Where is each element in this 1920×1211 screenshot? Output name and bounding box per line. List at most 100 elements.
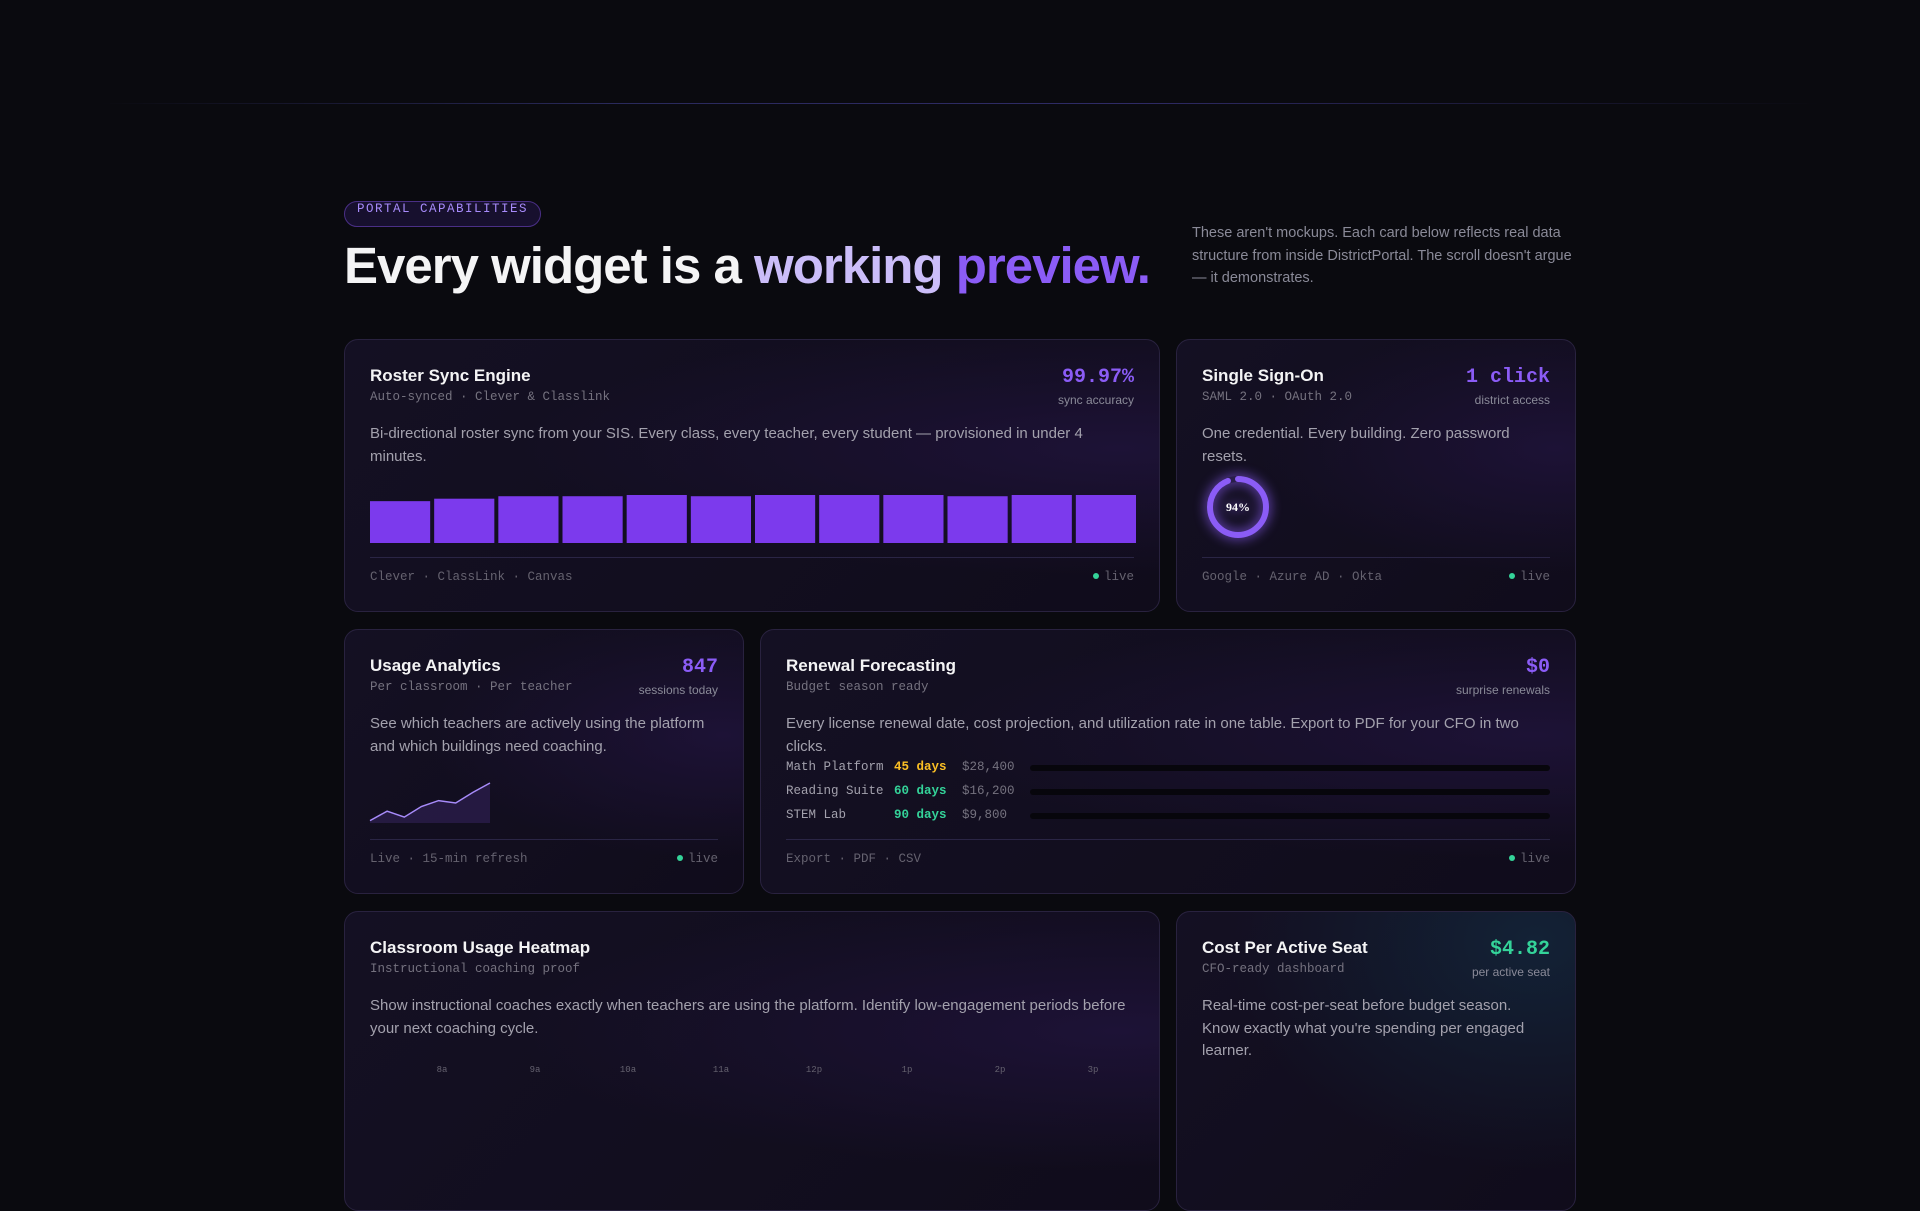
card-footer: Export · PDF · CSV live xyxy=(786,839,1550,893)
status-text: live xyxy=(687,852,718,866)
metric-label: surprise renewals xyxy=(1455,683,1550,697)
bar xyxy=(819,495,880,543)
sparkline-area xyxy=(370,783,490,823)
hour-label: 11a xyxy=(712,1065,730,1075)
card: Roster Sync Engine Auto-synced · Clever &… xyxy=(344,339,1160,612)
renewal-product: Math Platform xyxy=(786,760,884,774)
divider xyxy=(100,103,1820,104)
card-footer: Live · 15-min refresh live xyxy=(370,839,718,893)
renewal-amount: $28,400 xyxy=(962,760,1015,774)
status-dot xyxy=(1508,573,1515,579)
card: Cost Per Active Seat CFO-ready dashboard $… xyxy=(1176,911,1576,1211)
status-text: live xyxy=(1519,570,1550,584)
card-title: Usage Analytics xyxy=(370,656,501,675)
hour-label: 2p xyxy=(994,1065,1006,1075)
headline-accent: working xyxy=(754,237,944,294)
status-indicator: live xyxy=(1508,570,1550,584)
metric-label: sync accuracy xyxy=(1057,393,1134,407)
card-title: Single Sign-On xyxy=(1202,366,1324,385)
headline-lead: Every widget is a xyxy=(344,237,742,294)
bar xyxy=(562,496,623,543)
donut-arc xyxy=(1207,476,1269,538)
card-subtitle: Instructional coaching proof xyxy=(370,962,581,976)
renewal-row: Reading Suite 60 days $16,200 xyxy=(786,784,1550,802)
bar xyxy=(434,498,495,543)
sparkline xyxy=(369,782,491,823)
card-description: Every license renewal date, cost project… xyxy=(786,715,1519,755)
card: Single Sign-On SAML 2.0 · OAuth 2.0 1 clic… xyxy=(1176,339,1576,612)
card-description: Bi-directional roster sync from your SIS… xyxy=(370,425,1083,465)
hour-label: 8a xyxy=(436,1065,448,1075)
card-title: Classroom Usage Heatmap xyxy=(370,938,591,957)
card-description: Real-time cost-per-seat before budget se… xyxy=(1202,997,1525,1059)
renewal-row: Math Platform 45 days $28,400 xyxy=(786,760,1550,778)
bar-chart xyxy=(370,495,1136,543)
bar xyxy=(498,496,559,543)
footer-sources: Live · 15-min refresh xyxy=(370,852,528,866)
hour-label: 12p xyxy=(805,1065,823,1075)
renewal-track xyxy=(1030,813,1550,819)
status-dot xyxy=(1508,855,1515,861)
page-body: PORTAL CAPABILITIES Every widget is a wo… xyxy=(100,103,1820,1211)
status-dot xyxy=(1092,573,1099,579)
renewal-amount: $16,200 xyxy=(962,784,1015,798)
bar xyxy=(883,495,944,543)
card-title: Renewal Forecasting xyxy=(786,656,957,675)
card-description: Show instructional coaches exactly when … xyxy=(370,997,1126,1037)
card-footer: Clever · ClassLink · Canvas live xyxy=(370,557,1134,611)
card: Renewal Forecasting Budget season ready $0… xyxy=(760,629,1576,894)
card-subtitle: Auto-synced · Clever & Classlink xyxy=(370,390,611,404)
headline-accent: preview. xyxy=(955,237,1151,294)
renewal-days: 60 days xyxy=(894,784,947,798)
headline: Every widget is a working preview. xyxy=(344,236,1151,296)
card-description: One credential. Every building. Zero pas… xyxy=(1202,425,1510,465)
bar xyxy=(1011,495,1072,543)
page: DistrictPortal capabilities {"header": {… xyxy=(100,103,1820,1211)
card: Classroom Usage Heatmap Instructional coa… xyxy=(344,911,1160,1211)
card-title: Roster Sync Engine xyxy=(370,366,531,385)
donut-label: 94% xyxy=(1226,500,1250,514)
bar xyxy=(1075,495,1136,543)
renewal-product: Reading Suite xyxy=(786,784,884,798)
renewal-row: STEM Lab 90 days $9,800 xyxy=(786,808,1550,826)
metric-value: $0 xyxy=(1525,656,1550,679)
status-indicator: live xyxy=(1092,570,1134,584)
hour-label: 9a xyxy=(529,1065,541,1075)
bar xyxy=(626,495,687,543)
bar xyxy=(947,496,1008,543)
donut-chart: 94% xyxy=(1207,476,1269,538)
card: Usage Analytics Per classroom · Per teach… xyxy=(344,629,744,894)
status-indicator: live xyxy=(1508,852,1550,866)
bar xyxy=(755,495,816,543)
metric-label: district access xyxy=(1474,393,1550,407)
renewal-days: 90 days xyxy=(894,808,947,822)
hour-label: 3p xyxy=(1087,1065,1099,1075)
card-subtitle: CFO-ready dashboard xyxy=(1202,962,1345,976)
footer-sources: Clever · ClassLink · Canvas xyxy=(370,570,573,584)
renewal-days: 45 days xyxy=(894,760,947,774)
renewal-amount: $9,800 xyxy=(962,808,1008,822)
status-text: live xyxy=(1519,852,1550,866)
metric-label: per active seat xyxy=(1471,965,1550,979)
bar xyxy=(370,501,431,543)
metric-value: 1 click xyxy=(1465,366,1550,389)
card-title: Cost Per Active Seat xyxy=(1202,938,1368,957)
metric-label: sessions today xyxy=(638,683,718,697)
status-indicator: live xyxy=(676,852,718,866)
section-badge: PORTAL CAPABILITIES xyxy=(344,201,542,227)
metric-value: 847 xyxy=(681,656,718,679)
card-subtitle: SAML 2.0 · OAuth 2.0 xyxy=(1202,390,1353,404)
card-subtitle: Budget season ready xyxy=(786,680,929,694)
bar xyxy=(690,496,751,543)
footer-sources: Export · PDF · CSV xyxy=(786,852,922,866)
card-footer: Google · Azure AD · Okta live xyxy=(1202,557,1550,611)
intro-text: These aren't mockups. Each card below re… xyxy=(1192,225,1572,286)
card-subtitle: Per classroom · Per teacher xyxy=(370,680,573,694)
sparkline-line xyxy=(369,782,491,822)
hour-label: 1p xyxy=(901,1065,913,1075)
hour-label: 10a xyxy=(619,1065,637,1075)
renewal-product: STEM Lab xyxy=(786,808,847,822)
renewal-track xyxy=(1030,789,1550,795)
status-dot xyxy=(676,855,683,861)
footer-sources: Google · Azure AD · Okta xyxy=(1202,570,1383,584)
